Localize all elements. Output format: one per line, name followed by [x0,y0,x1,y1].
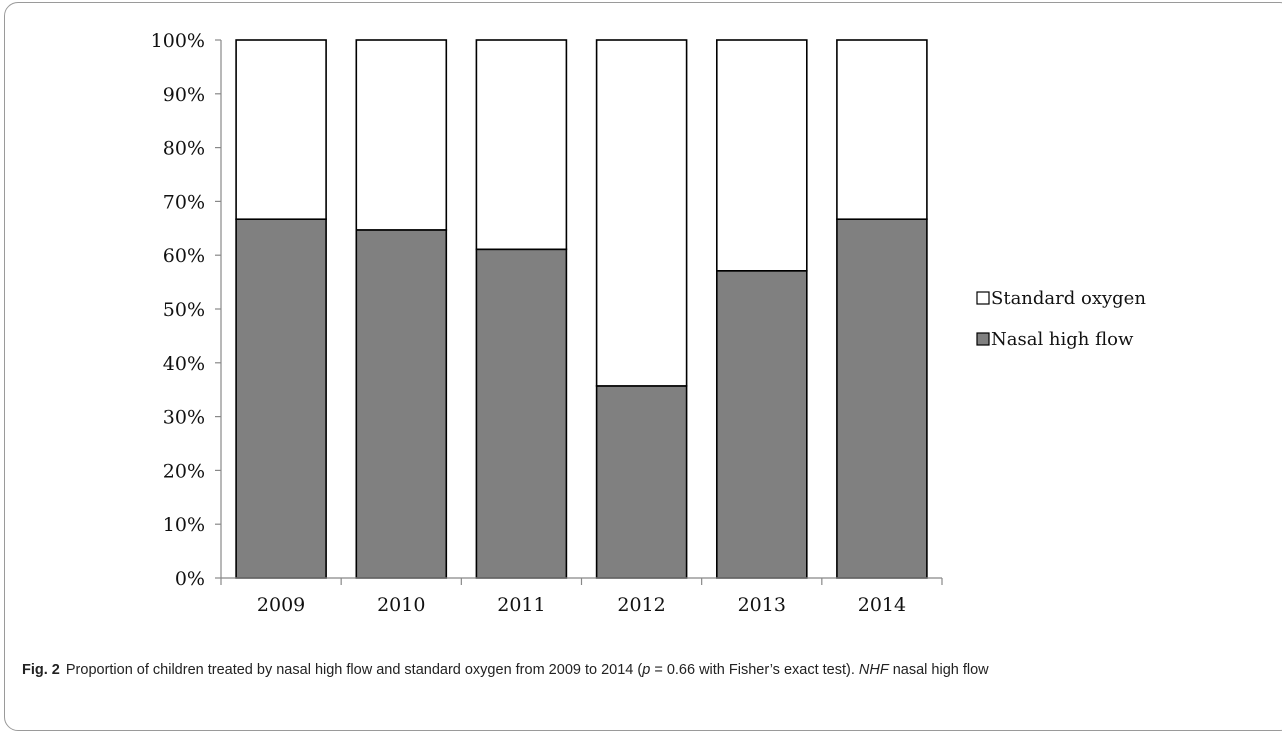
axes-group [220,40,942,579]
y-tick-label: 30% [163,407,205,429]
caption-text-2: = 0.66 with Fisher’s exact test). [650,662,859,678]
y-tick-label: 10% [163,514,205,536]
bar-standard-oxygen-2012 [595,39,688,387]
legend-swatch-nasal-high-flow [976,332,990,346]
y-tick-label: 0% [175,568,205,590]
y-tick-label: 50% [163,299,205,321]
x-tick-label: 2013 [738,594,786,616]
x-tick-label: 2012 [617,594,665,616]
figure-frame [4,2,1282,731]
legend-label-standard-oxygen: Standard oxygen [991,288,1146,309]
y-tick-label: 100% [151,30,205,52]
caption-p-symbol: p [642,662,651,678]
figure-caption: Fig. 2 Proportion of children treated by … [22,660,1272,680]
y-tick-label: 60% [163,245,205,267]
caption-text-3: nasal high flow [888,662,989,678]
stacked-bar-chart: 0%10%20%30%40%50%60%70%80%90%100% 2009 20… [151,30,1147,616]
bar-nasal-high-flow-2011 [475,248,568,579]
figure-number: Fig. 2 [22,662,60,678]
legend-label-nasal-high-flow: Nasal high flow [991,329,1134,350]
y-tick-label: 20% [163,460,205,482]
bar-standard-oxygen-2011 [475,39,568,251]
bar-nasal-high-flow-2014 [836,218,928,579]
x-tick-label: 2010 [377,594,425,616]
y-tick-label: 40% [163,353,205,375]
caption-abbrev: NHF [858,662,889,678]
bar-standard-oxygen-2009 [235,39,327,220]
x-tick-label: 2014 [858,594,906,616]
y-tick-label: 90% [163,84,205,106]
x-tick-label: 2011 [497,594,545,616]
y-tick-labels: 0% 10% 20% 30% 40% 50% 60% 70% 80% 90% 100% [151,30,221,590]
y-tick-label: 70% [163,191,205,213]
bars-group [235,39,928,579]
bar-nasal-high-flow-2009 [235,218,327,579]
bar-nasal-high-flow-2012 [595,385,688,579]
bar-standard-oxygen-2014 [836,39,928,220]
bar-nasal-high-flow-2010 [355,229,448,579]
x-tick-labels: 2009 2010 2011 2012 2013 2014 [220,578,943,616]
y-tick-label: 80% [163,138,205,160]
bar-standard-oxygen-2013 [715,39,808,272]
bar-nasal-high-flow-2013 [715,269,808,579]
legend: Standard oxygen Nasal high flow [976,288,1146,350]
bar-standard-oxygen-2010 [355,39,448,231]
legend-swatch-standard-oxygen [976,291,990,305]
x-tick-label: 2009 [257,594,305,616]
caption-text-1: Proportion of children treated by nasal … [65,662,643,678]
